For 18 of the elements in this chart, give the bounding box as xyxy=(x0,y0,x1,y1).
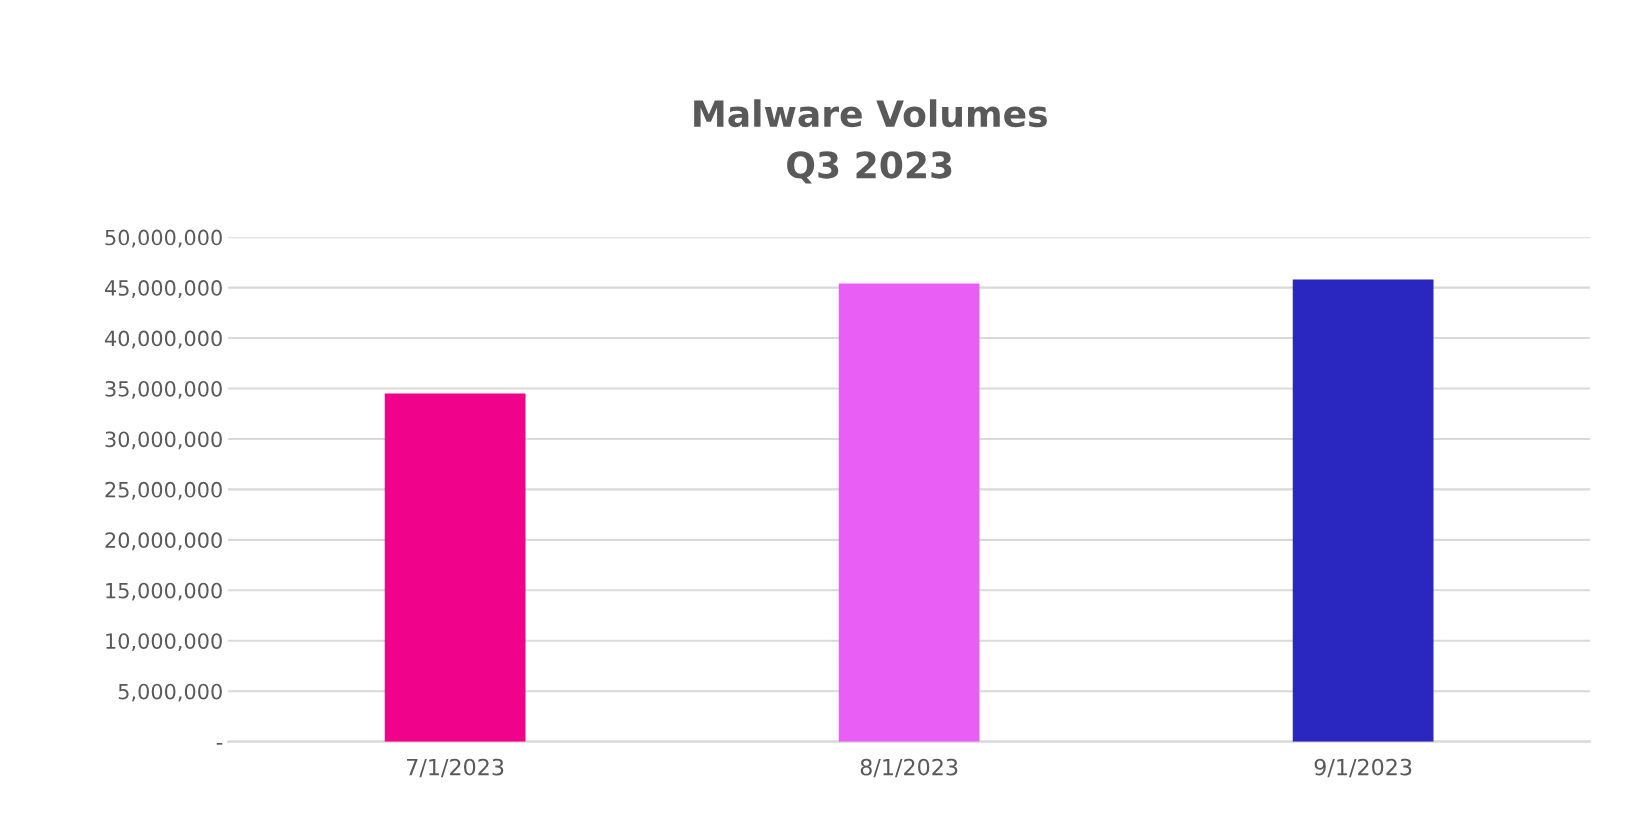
bar xyxy=(838,283,980,742)
y-tick-label: 35,000,000 xyxy=(105,380,222,399)
x-tick-label: 7/1/2023 xyxy=(407,758,504,778)
x-tick-label: 9/1/2023 xyxy=(1314,758,1412,778)
y-tick-label: 20,000,000 xyxy=(105,532,222,551)
y-tick-label: 50,000,000 xyxy=(105,229,222,248)
bar xyxy=(384,393,526,742)
y-tick-label: 40,000,000 xyxy=(104,330,222,349)
chart-title: Malware Volumes Q3 2023 xyxy=(694,99,1047,184)
y-tick-label: 25,000,000 xyxy=(105,481,222,500)
y-tick-label: 15,000,000 xyxy=(106,582,222,601)
y-tick-label: 10,000,000 xyxy=(106,633,222,652)
y-tick-label: 45,000,000 xyxy=(104,280,222,298)
y-tick-label: 30,000,000 xyxy=(105,431,222,450)
x-tick-label: 8/1/2023 xyxy=(860,758,958,778)
bar xyxy=(1292,279,1434,742)
y-tick-label: - xyxy=(216,743,223,745)
y-tick-label: 5,000,000 xyxy=(118,683,222,702)
